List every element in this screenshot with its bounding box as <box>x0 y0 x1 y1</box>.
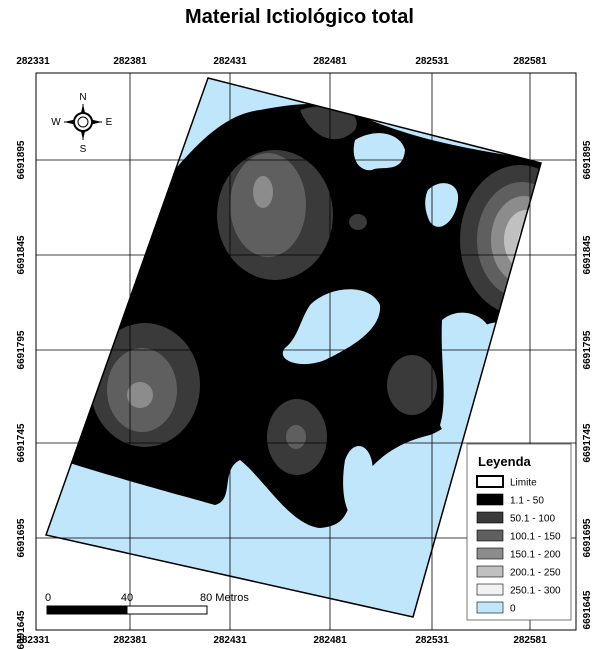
zero-hole <box>353 133 405 171</box>
zero-hole <box>440 312 490 433</box>
compass-e: E <box>106 117 113 128</box>
compass-s: S <box>80 144 87 155</box>
legend-swatch <box>476 493 504 506</box>
legend-label: Limite <box>510 478 537 489</box>
y-tick-label: 6691895 <box>582 140 593 179</box>
legend-swatch <box>476 529 504 542</box>
map-frame <box>35 72 577 631</box>
legend-swatch <box>476 511 504 524</box>
legend-label: 0 <box>510 604 516 615</box>
zero-hole <box>282 289 381 365</box>
legend-swatch <box>476 565 504 578</box>
x-tick-label: 282531 <box>415 56 449 67</box>
y-tick-label: 6691845 <box>16 235 27 274</box>
y-tick-label: 6691895 <box>16 140 27 179</box>
y-tick-label: 6691645 <box>16 610 27 649</box>
legend: Leyenda Limite 1.1 - 50 50.1 - 100 100.1 - … <box>466 443 572 621</box>
legend-label: 100.1 - 150 <box>510 532 561 543</box>
class-4-area <box>491 196 541 284</box>
class-2-area <box>300 106 357 140</box>
scale-label: 80 Metros <box>200 592 249 604</box>
class-2-area <box>349 214 367 230</box>
class-4-area <box>253 176 273 208</box>
y-axis-left: 6691895 6691845 6691795 6691745 6691695 … <box>16 140 27 649</box>
x-tick-label: 282481 <box>313 635 347 646</box>
compass-w: W <box>51 117 61 128</box>
scale-label: 0 <box>45 592 51 604</box>
y-tick-label: 6691845 <box>582 235 593 274</box>
boundary-limit <box>45 77 542 618</box>
x-axis-top: 282331 282381 282431 282481 282531 28258… <box>16 56 547 67</box>
legend-swatch <box>476 475 504 488</box>
x-tick-label: 282331 <box>16 635 50 646</box>
class-2-area <box>387 355 437 415</box>
zero-hole <box>343 445 374 520</box>
legend-label: 250.1 - 300 <box>510 586 561 597</box>
x-tick-label: 282581 <box>513 635 547 646</box>
y-tick-label: 6691795 <box>582 330 593 369</box>
x-axis-bottom: 282331 282381 282431 282481 282531 28258… <box>16 635 547 646</box>
legend-swatch <box>476 601 504 614</box>
compass-n: N <box>79 92 86 103</box>
compass-rose-icon: N S W E <box>51 92 112 155</box>
y-tick-label: 6691795 <box>16 330 27 369</box>
y-tick-label: 6691745 <box>16 423 27 462</box>
x-tick-label: 282381 <box>113 635 147 646</box>
scale-bar: 0 40 80 Metros <box>45 592 249 615</box>
y-axis-right: 6691895 6691845 6691795 6691745 6691695 … <box>582 140 593 629</box>
x-tick-label: 282531 <box>415 635 449 646</box>
legend-label: 50.1 - 100 <box>510 514 555 525</box>
x-tick-label: 282331 <box>16 56 50 67</box>
class-5-area <box>504 210 541 270</box>
y-tick-label: 6691695 <box>16 518 27 557</box>
x-tick-label: 282381 <box>113 56 147 67</box>
legend-label: 200.1 - 250 <box>510 568 561 579</box>
y-tick-label: 6691645 <box>582 590 593 629</box>
legend-swatch <box>476 583 504 596</box>
y-tick-label: 6691695 <box>582 518 593 557</box>
y-tick-label: 6691745 <box>582 423 593 462</box>
legend-swatch <box>476 547 504 560</box>
x-tick-label: 282481 <box>313 56 347 67</box>
scale-label: 40 <box>121 592 133 604</box>
class-4-area <box>127 382 153 408</box>
class-3-area <box>286 425 306 449</box>
scale-segment <box>126 605 208 615</box>
x-tick-label: 282431 <box>213 56 247 67</box>
x-tick-label: 282431 <box>213 635 247 646</box>
legend-title: Leyenda <box>478 454 532 469</box>
zero-hole <box>425 183 459 227</box>
x-tick-label: 282581 <box>513 56 547 67</box>
map-title: Material Ictiológico total <box>185 6 414 28</box>
legend-items: Limite 1.1 - 50 50.1 - 100 100.1 - 150 150.1… <box>476 475 561 615</box>
legend-label: 1.1 - 50 <box>510 496 544 507</box>
scale-segment <box>46 605 128 615</box>
legend-label: 150.1 - 200 <box>510 550 561 561</box>
